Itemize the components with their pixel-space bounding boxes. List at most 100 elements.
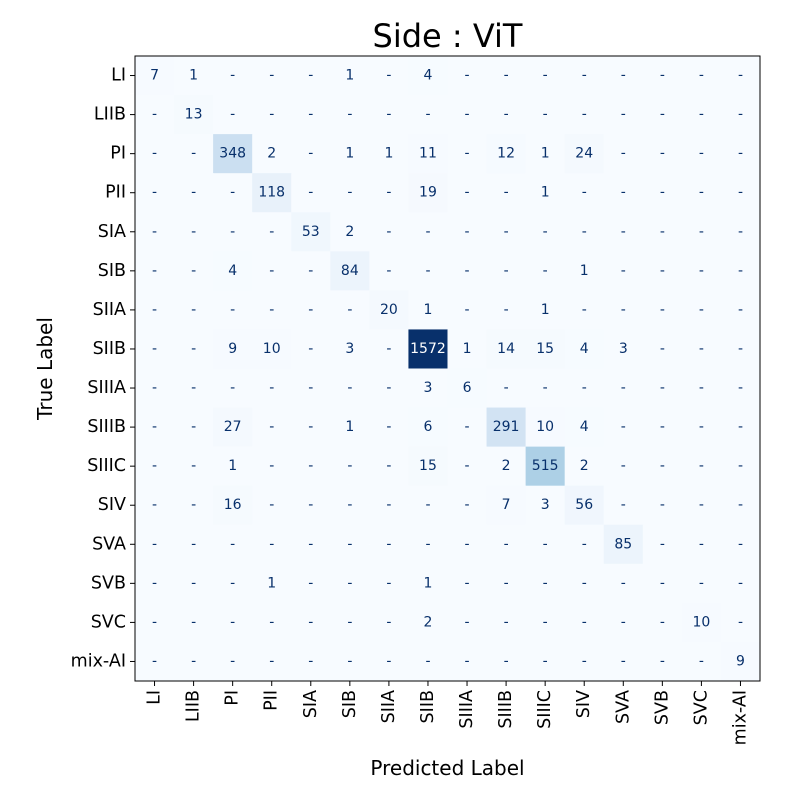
cell-value: 6 xyxy=(424,419,433,435)
cell-value: - xyxy=(347,458,352,474)
heatmap-cell xyxy=(681,56,722,96)
heatmap-cell xyxy=(252,524,292,565)
cell-value: - xyxy=(465,185,470,201)
heatmap-cell xyxy=(213,563,253,604)
heatmap-cell xyxy=(486,212,527,252)
heatmap-cell xyxy=(174,329,214,369)
heatmap-cell xyxy=(525,56,566,96)
cell-value: 1572 xyxy=(410,341,446,357)
cell-value: - xyxy=(621,380,626,396)
cell-value: - xyxy=(543,614,548,630)
x-tick-label: SIA xyxy=(301,690,321,718)
heatmap-cell xyxy=(174,134,214,174)
cell-value: - xyxy=(152,107,157,123)
y-tick-label: LI xyxy=(111,66,126,86)
heatmap-cell xyxy=(525,329,566,369)
x-tick-label: mix-AI xyxy=(730,690,750,745)
cell-value: - xyxy=(504,107,509,123)
heatmap-cell xyxy=(603,251,644,291)
cell-value: - xyxy=(191,497,196,513)
cell-value: 16 xyxy=(224,497,242,513)
heatmap-cell xyxy=(642,95,683,135)
cell-value: - xyxy=(621,497,626,513)
cell-value: 2 xyxy=(424,614,433,630)
heatmap-cell xyxy=(642,524,683,565)
heatmap-cell xyxy=(330,134,370,174)
cell-value: - xyxy=(582,575,587,591)
heatmap-cell xyxy=(720,173,761,213)
heatmap-cell xyxy=(447,485,488,526)
cell-value: - xyxy=(386,614,391,630)
heatmap-cell xyxy=(603,563,644,604)
heatmap-cell xyxy=(642,446,683,487)
cell-value: - xyxy=(699,302,704,318)
x-tick-label: SVB xyxy=(652,690,672,725)
heatmap-cell xyxy=(447,290,488,330)
heatmap-cell xyxy=(447,641,488,682)
heatmap-cell xyxy=(135,329,175,369)
cell-value: - xyxy=(738,341,743,357)
heatmap-cell xyxy=(603,134,644,174)
cell-value: - xyxy=(582,107,587,123)
cell-value: - xyxy=(660,185,665,201)
heatmap-cell xyxy=(681,563,722,604)
cell-value: - xyxy=(386,68,391,84)
cell-value: 7 xyxy=(150,68,159,84)
cell-value: 4 xyxy=(228,263,237,279)
heatmap-cell xyxy=(681,524,722,565)
heatmap-cell xyxy=(252,290,292,330)
heatmap-cell xyxy=(369,641,409,682)
cell-value: 1 xyxy=(424,575,433,591)
cell-value: - xyxy=(660,575,665,591)
cell-value: - xyxy=(621,185,626,201)
heatmap-cell xyxy=(252,563,292,604)
heatmap-cell xyxy=(291,56,331,96)
cell-value: - xyxy=(308,458,313,474)
cell-value: - xyxy=(308,341,313,357)
cell-value: - xyxy=(347,380,352,396)
heatmap-cell xyxy=(330,602,370,643)
heatmap-cell xyxy=(564,173,605,213)
cell-value: - xyxy=(308,380,313,396)
heatmap-cell xyxy=(603,524,644,565)
cell-value: 56 xyxy=(575,497,593,513)
heatmap-cell xyxy=(681,173,722,213)
cell-value: - xyxy=(465,614,470,630)
heatmap-cell xyxy=(603,329,644,369)
cell-value: - xyxy=(269,458,274,474)
heatmap-cell xyxy=(603,290,644,330)
heatmap-cell xyxy=(486,134,527,174)
cell-value: - xyxy=(191,653,196,669)
cell-value: - xyxy=(308,185,313,201)
cell-value: - xyxy=(504,224,509,240)
cell-value: - xyxy=(504,185,509,201)
cell-value: - xyxy=(504,263,509,279)
cell-value: - xyxy=(269,419,274,435)
cell-value: - xyxy=(699,653,704,669)
heatmap-cell xyxy=(486,56,527,96)
heatmap-cell xyxy=(291,602,331,643)
cell-value: - xyxy=(621,653,626,669)
heatmap-cell xyxy=(642,290,683,330)
cell-value: 1 xyxy=(189,68,198,84)
heatmap-cell xyxy=(525,446,566,487)
cell-value: 1 xyxy=(228,458,237,474)
heatmap-cell xyxy=(681,251,722,291)
cell-value: - xyxy=(269,614,274,630)
cell-value: - xyxy=(269,224,274,240)
cell-value: - xyxy=(621,107,626,123)
cell-value: - xyxy=(738,185,743,201)
y-tick-label: SIIIC xyxy=(87,456,126,476)
cell-value: - xyxy=(308,653,313,669)
cell-value: - xyxy=(152,536,157,552)
heatmap-cell xyxy=(720,56,761,96)
y-tick-label: SIV xyxy=(98,495,126,515)
cell-value: - xyxy=(386,380,391,396)
heatmap-cell xyxy=(564,563,605,604)
cell-value: - xyxy=(621,575,626,591)
heatmap-cell xyxy=(486,173,527,213)
cell-value: - xyxy=(621,614,626,630)
heatmap-cell xyxy=(681,602,722,643)
heatmap-cell xyxy=(447,212,488,252)
heatmap-cell xyxy=(447,56,488,96)
